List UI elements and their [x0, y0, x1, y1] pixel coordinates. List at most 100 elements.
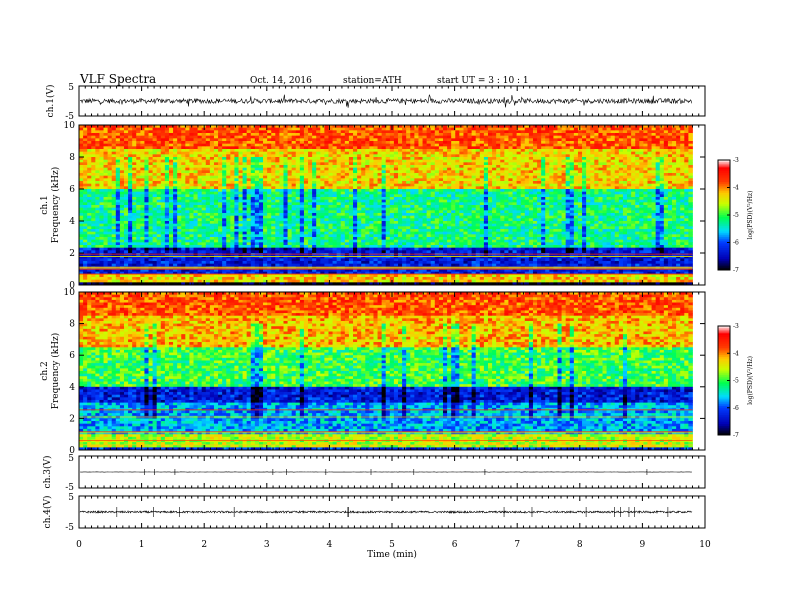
spectrogram-cell: [148, 274, 154, 278]
spectrogram-cell: [168, 226, 174, 230]
spectrogram-cell: [299, 146, 305, 150]
spectrogram-cell: [353, 245, 358, 249]
spectrogram-cell: [373, 282, 378, 286]
spectrogram-cell: [123, 138, 129, 142]
spectrogram-cell: [168, 175, 174, 179]
spectrogram-cell: [369, 205, 374, 209]
spectrogram-cell: [246, 125, 252, 129]
spectrogram-cell: [393, 167, 399, 171]
spectrogram-cell: [303, 133, 309, 137]
spectrogram-cell: [226, 159, 231, 163]
spectrogram-cell: [353, 282, 358, 286]
spectrogram-cell: [230, 261, 235, 265]
spectrogram-cell: [348, 205, 354, 209]
spectrogram-cell: [377, 261, 383, 265]
spectrogram-cell: [340, 255, 346, 259]
spectrogram-cell: [324, 255, 329, 259]
spectrogram-cell: [385, 261, 391, 265]
spectrogram-cell: [79, 165, 84, 169]
spectrogram-cell: [132, 173, 137, 177]
spectrogram-cell: [353, 255, 358, 259]
spectrogram-cell: [254, 186, 260, 190]
spectrogram-cell: [332, 218, 338, 222]
spectrogram-cell: [299, 205, 305, 209]
spectrogram-cell: [263, 199, 268, 203]
spectrogram-cell: [348, 234, 354, 238]
spectrogram-cell: [246, 258, 252, 262]
spectrogram-cell: [361, 191, 366, 195]
spectrogram-cell: [275, 167, 280, 171]
spectrogram-cell: [173, 274, 178, 278]
spectrogram-cell: [144, 253, 149, 257]
spectrogram-cell: [254, 261, 260, 265]
spectrogram-cell: [111, 178, 117, 182]
spectrogram-cell: [123, 255, 129, 259]
spectrogram-cell: [168, 146, 174, 150]
spectrogram-cell: [213, 205, 219, 209]
spectrogram-cell: [295, 157, 301, 161]
spectrogram-cell: [320, 261, 325, 265]
spectrogram-cell: [168, 239, 174, 243]
spectrogram-cell: [291, 223, 297, 227]
spectrogram-cell: [222, 125, 227, 129]
spectrogram-cell: [177, 175, 182, 179]
spectrogram-cell: [152, 213, 158, 217]
spectrogram-cell: [320, 146, 325, 150]
spectrogram-cell: [91, 175, 96, 179]
spectrogram-cell: [128, 143, 133, 147]
spectrogram-cell: [213, 223, 219, 227]
spectrogram-cell: [222, 181, 227, 185]
spectrogram-cell: [283, 255, 288, 259]
spectrogram-cell: [83, 269, 88, 273]
spectrogram-cell: [246, 178, 252, 182]
spectrogram-cell: [87, 183, 92, 187]
spectrogram-cell: [185, 274, 190, 278]
spectrogram-cell: [230, 165, 235, 169]
spectrogram-cell: [99, 234, 104, 238]
spectrogram-cell: [344, 194, 350, 198]
spectrogram-cell: [238, 157, 243, 161]
spectrogram-cell: [107, 242, 113, 246]
spectrogram-cell: [320, 178, 325, 182]
spectrogram-cell: [238, 175, 243, 179]
spectrogram-cell: [230, 186, 235, 190]
spectrogram-cell: [201, 159, 207, 163]
spectrogram-cell: [132, 133, 137, 137]
spectrogram-cell: [295, 258, 301, 262]
spectrogram-cell: [222, 138, 227, 142]
spectrogram-cell: [291, 250, 297, 254]
spectrogram-cell: [115, 125, 121, 129]
spectrogram-cell: [103, 141, 109, 145]
spectrogram-cell: [377, 258, 383, 262]
spectrogram-cell: [209, 170, 215, 174]
spectrogram-cell: [140, 183, 145, 187]
spectrogram-cell: [103, 274, 109, 278]
spectrogram-cell: [398, 277, 403, 281]
spectrogram-cell: [361, 255, 366, 259]
spectrogram-cell: [95, 175, 100, 179]
spectrogram-cell: [213, 178, 219, 182]
spectrogram-cell: [185, 170, 190, 174]
spectrogram-cell: [361, 242, 366, 246]
spectrogram-cell: [308, 261, 313, 265]
spectrogram-cell: [205, 269, 211, 273]
spectrogram-cell: [402, 157, 407, 161]
spectrogram-cell: [316, 194, 321, 198]
spectrogram-cell: [287, 189, 293, 193]
spectrogram-cell: [377, 279, 383, 283]
spectrogram-cell: [328, 135, 333, 139]
spectrogram-cell: [115, 165, 121, 169]
spectrogram-cell: [189, 197, 194, 201]
spectrogram-cell: [136, 149, 141, 153]
spectrogram-cell: [140, 215, 145, 219]
spectrogram-cell: [258, 255, 264, 259]
spectrogram-cell: [111, 194, 117, 198]
spectrogram-cell: [160, 245, 166, 249]
spectrogram-cell: [144, 207, 149, 211]
spectrogram-cell: [295, 205, 301, 209]
spectrogram-cell: [316, 159, 321, 163]
spectrogram-cell: [185, 239, 190, 243]
spectrogram-cell: [83, 130, 88, 134]
spectrogram-cell: [295, 271, 301, 275]
spectrogram-cell: [160, 157, 166, 161]
